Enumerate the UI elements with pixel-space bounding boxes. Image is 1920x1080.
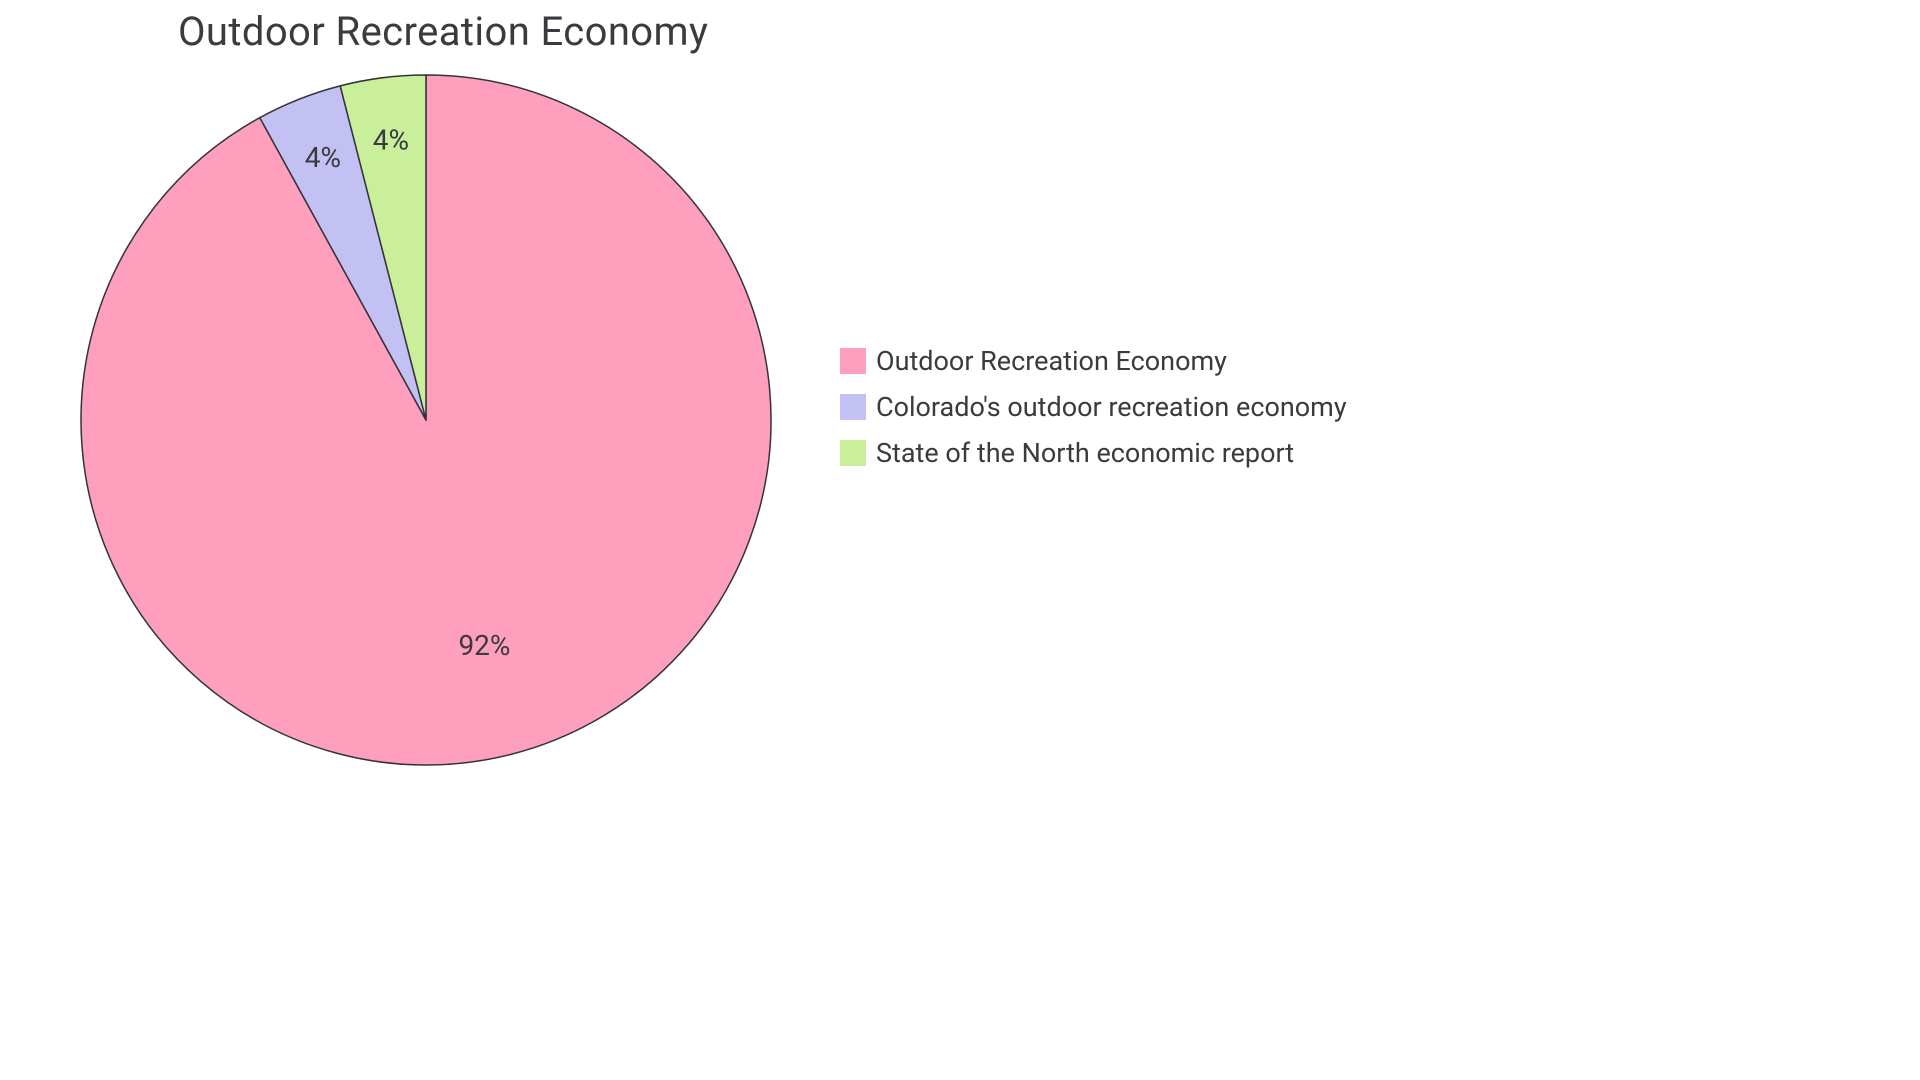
chart-title: Outdoor Recreation Economy bbox=[178, 8, 708, 55]
slice-percent-label: 92% bbox=[458, 629, 510, 662]
legend-item: Colorado's outdoor recreation economy bbox=[840, 391, 1347, 423]
legend-label: Outdoor Recreation Economy bbox=[876, 345, 1227, 377]
legend-label: State of the North economic report bbox=[876, 437, 1294, 469]
pie-svg: 92% 4% 4% bbox=[77, 71, 775, 769]
slice-percent-label: 4% bbox=[373, 124, 409, 157]
chart-stage: Outdoor Recreation Economy 92% 4% 4% Outdo… bbox=[0, 0, 1440, 812]
slice-percent-label: 4% bbox=[305, 141, 341, 174]
pie-chart: 92% 4% 4% bbox=[77, 71, 775, 769]
legend-swatch bbox=[840, 348, 866, 374]
legend: Outdoor Recreation Economy Colorado's out… bbox=[840, 345, 1347, 469]
legend-label: Colorado's outdoor recreation economy bbox=[876, 391, 1347, 423]
legend-item: Outdoor Recreation Economy bbox=[840, 345, 1347, 377]
legend-swatch bbox=[840, 440, 866, 466]
legend-item: State of the North economic report bbox=[840, 437, 1347, 469]
legend-swatch bbox=[840, 394, 866, 420]
